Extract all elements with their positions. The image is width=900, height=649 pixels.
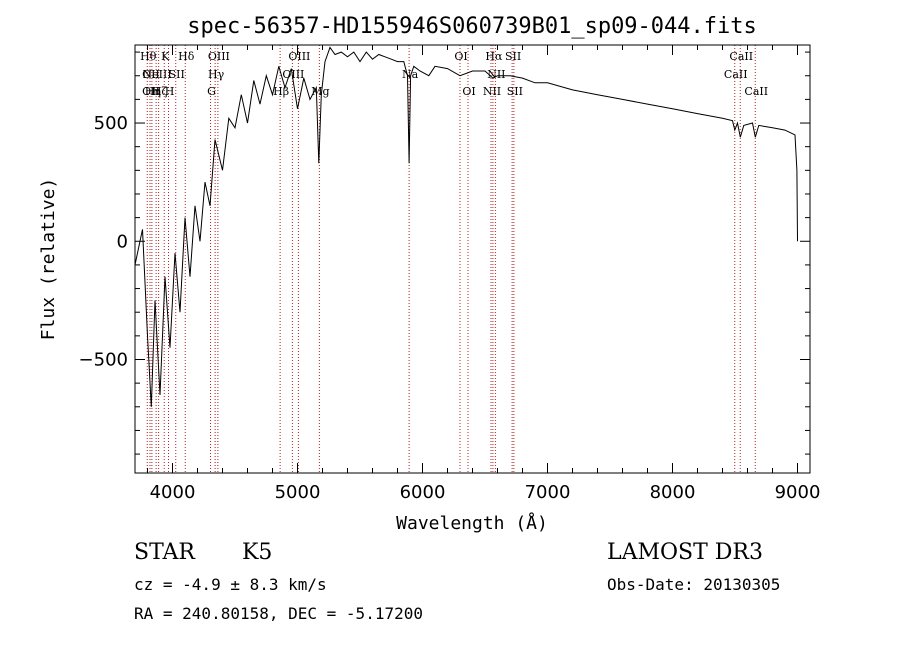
y-tick-label: −500 [79, 349, 128, 370]
line-marker-label: CaII [729, 50, 753, 63]
line-marker-label: K [161, 50, 170, 63]
x-axis-ticks: 4000 5000 6000 7000 8000 9000 [147, 45, 821, 503]
line-marker-label: SII [505, 50, 521, 63]
line-marker-label: G [207, 85, 216, 98]
line-marker-label: OII [142, 68, 160, 81]
chart-title: spec-56357-HD155946S060739B01_sp09-044.f… [187, 14, 757, 39]
x-tick-label: 8000 [650, 482, 696, 503]
object-class: STAR [134, 540, 195, 565]
line-marker-label: OIII [288, 50, 310, 63]
line-marker-label: Hδ [178, 50, 195, 63]
line-marker-label: NII [483, 85, 501, 98]
x-tick-label: 4000 [150, 482, 196, 503]
line-marker-label: OI [454, 50, 467, 63]
line-marker-label: SII [507, 85, 523, 98]
line-marker-label: OI [462, 85, 475, 98]
line-markers [146, 45, 756, 473]
y-tick-label: 0 [117, 231, 128, 252]
line-marker-label: CaII [744, 85, 768, 98]
line-marker-label: Hβ [273, 85, 289, 98]
line-marker-label: NeIII [143, 68, 172, 81]
line-marker-label: SII [169, 68, 185, 81]
survey-name: LAMOST DR3 [607, 540, 763, 565]
obs-date-text: Obs-Date: 20130305 [607, 575, 781, 594]
redshift-text: cz = -4.9 ± 8.3 km/s [134, 575, 327, 594]
x-axis-label: Wavelength (Å) [396, 512, 548, 534]
object-subclass: K5 [242, 540, 273, 565]
line-marker-label: H [165, 85, 175, 98]
x-tick-label: 5000 [275, 482, 321, 503]
x-tick-label: 9000 [775, 482, 821, 503]
line-labels: HθOIIOIIHηNeIIIHζKHSIIHδGHγOIIIHβOIIIOII… [140, 50, 768, 98]
line-marker-label: OIII [208, 50, 230, 63]
line-marker-label: Hη [145, 85, 161, 98]
line-marker-label: CaII [724, 68, 748, 81]
line-marker-label: NII [487, 68, 505, 81]
line-marker-label: Hγ [208, 68, 225, 81]
line-marker-label: Hα [485, 50, 503, 63]
x-tick-label: 6000 [400, 482, 446, 503]
x-tick-label: 7000 [525, 482, 571, 503]
plot-frame [134, 44, 811, 474]
line-marker-label: OII [142, 85, 160, 98]
line-marker-label: Hθ [140, 50, 157, 63]
y-axis-label: Flux (relative) [38, 178, 59, 341]
y-tick-label: 500 [94, 113, 128, 134]
spectrum-line [134, 46, 798, 407]
y-axis-ticks: −500 0 500 [79, 51, 810, 455]
coordinates-text: RA = 240.80158, DEC = -5.17200 [134, 604, 423, 623]
line-marker-label: Hζ [152, 85, 168, 98]
